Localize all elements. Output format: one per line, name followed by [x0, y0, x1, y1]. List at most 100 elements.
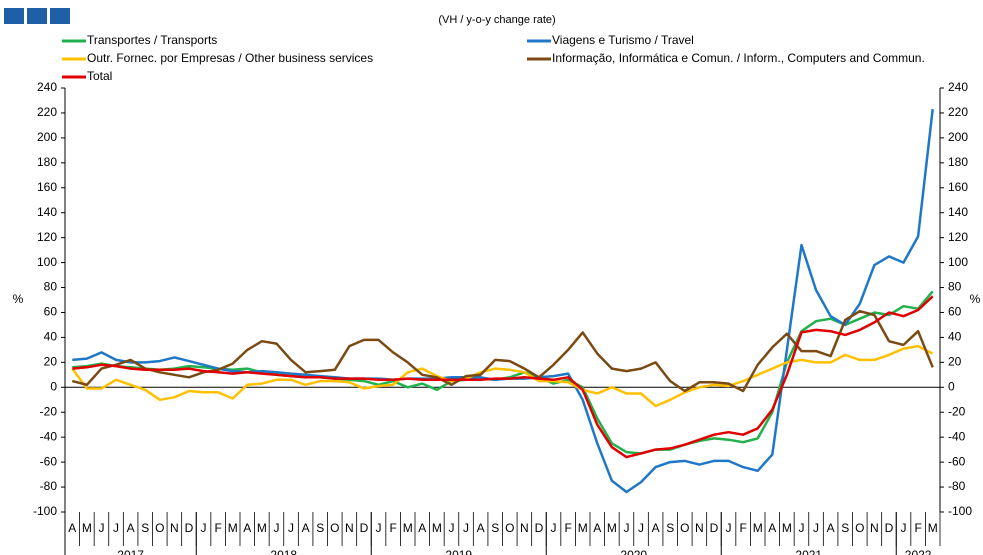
x-tick-label: A — [68, 521, 76, 535]
x-tick-label: M — [82, 521, 92, 535]
x-tick-label: J — [551, 521, 557, 535]
y2-tick-label: 0 — [948, 379, 955, 393]
y-tick-label: -40 — [40, 429, 58, 443]
x-tick-label: D — [185, 521, 194, 535]
y2-tick-label: -40 — [948, 429, 966, 443]
year-label: 2021 — [795, 548, 822, 555]
x-tick-label: F — [914, 521, 921, 535]
x-tick-label: J — [201, 521, 207, 535]
y2-tick-label: 60 — [948, 305, 962, 319]
x-tick-label: M — [403, 521, 413, 535]
x-tick-label: M — [928, 521, 938, 535]
x-tick-label: N — [170, 521, 179, 535]
x-tick-label: M — [753, 521, 763, 535]
x-tick-label: A — [768, 521, 776, 535]
x-tick-label: J — [623, 521, 629, 535]
y-tick-label: 80 — [44, 280, 58, 294]
y-tick-label: 240 — [37, 80, 57, 94]
y2-tick-label: -20 — [948, 404, 966, 418]
y-tick-label: 0 — [50, 379, 57, 393]
x-tick-label: J — [98, 521, 104, 535]
x-tick-label: S — [841, 521, 849, 535]
x-tick-label: O — [680, 521, 689, 535]
chart-subtitle: (VH / y-o-y change rate) — [438, 14, 555, 26]
x-tick-label: J — [288, 521, 294, 535]
x-tick-label: S — [491, 521, 499, 535]
y-tick-label: -100 — [33, 504, 57, 518]
x-tick-label: J — [273, 521, 279, 535]
x-tick-label: O — [330, 521, 339, 535]
y-tick-label: -80 — [40, 479, 58, 493]
x-tick-label: M — [432, 521, 442, 535]
x-tick-label: F — [564, 521, 571, 535]
y2-axis-label: % — [970, 292, 981, 306]
series-line — [72, 295, 934, 459]
y2-tick-label: -60 — [948, 454, 966, 468]
x-tick-label: O — [855, 521, 864, 535]
x-tick-label: S — [141, 521, 149, 535]
x-tick-label: N — [345, 521, 354, 535]
x-tick-label: J — [901, 521, 907, 535]
y2-tick-label: 140 — [948, 205, 968, 219]
y-tick-label: 20 — [44, 355, 58, 369]
series-line — [71, 309, 934, 393]
year-label: 2019 — [445, 548, 472, 555]
x-tick-label: D — [535, 521, 544, 535]
logo-block — [27, 8, 47, 24]
series-line — [72, 109, 934, 494]
legend-label: Informação, Informática e Comun. / Infor… — [552, 51, 925, 65]
y2-tick-label: -80 — [948, 479, 966, 493]
x-tick-label: J — [448, 521, 454, 535]
x-tick-label: O — [505, 521, 514, 535]
x-tick-label: A — [418, 521, 426, 535]
x-tick-label: F — [739, 521, 746, 535]
x-tick-label: J — [376, 521, 382, 535]
y2-tick-label: 40 — [948, 330, 962, 344]
x-tick-label: D — [360, 521, 369, 535]
y2-tick-label: 120 — [948, 230, 968, 244]
y2-tick-label: 220 — [948, 105, 968, 119]
x-tick-label: J — [113, 521, 119, 535]
y-axis-label: % — [13, 292, 24, 306]
y-tick-label: 60 — [44, 305, 58, 319]
y-tick-label: -60 — [40, 454, 58, 468]
y2-tick-label: 100 — [948, 255, 968, 269]
x-tick-label: S — [666, 521, 674, 535]
y2-tick-label: 160 — [948, 180, 968, 194]
y2-tick-label: -100 — [948, 504, 972, 518]
x-tick-label: M — [578, 521, 588, 535]
year-label: 2018 — [270, 548, 297, 555]
x-tick-label: M — [607, 521, 617, 535]
x-tick-label: D — [885, 521, 894, 535]
x-tick-label: A — [302, 521, 310, 535]
x-tick-label: F — [214, 521, 221, 535]
year-label: 2017 — [117, 548, 144, 555]
x-tick-label: F — [389, 521, 396, 535]
x-tick-label: N — [870, 521, 879, 535]
x-tick-label: M — [782, 521, 792, 535]
y-tick-label: 220 — [37, 105, 57, 119]
y-tick-label: 100 — [37, 255, 57, 269]
legend-label: Viagens e Turismo / Travel — [552, 33, 694, 47]
x-tick-label: A — [477, 521, 485, 535]
y-tick-label: 140 — [37, 205, 57, 219]
y-tick-label: 40 — [44, 330, 58, 344]
y2-tick-label: 20 — [948, 355, 962, 369]
x-tick-label: J — [798, 521, 804, 535]
x-tick-label: D — [710, 521, 719, 535]
y-tick-label: 180 — [37, 155, 57, 169]
x-tick-label: J — [726, 521, 732, 535]
x-tick-label: M — [257, 521, 267, 535]
logo-block — [50, 8, 70, 24]
x-tick-label: S — [316, 521, 324, 535]
x-tick-label: A — [127, 521, 135, 535]
series-line — [71, 344, 934, 408]
x-tick-label: N — [695, 521, 704, 535]
legend-label: Total — [87, 69, 112, 83]
legend-label: Transportes / Transports — [87, 33, 217, 47]
y-tick-label: -20 — [40, 404, 58, 418]
x-tick-label: J — [463, 521, 469, 535]
